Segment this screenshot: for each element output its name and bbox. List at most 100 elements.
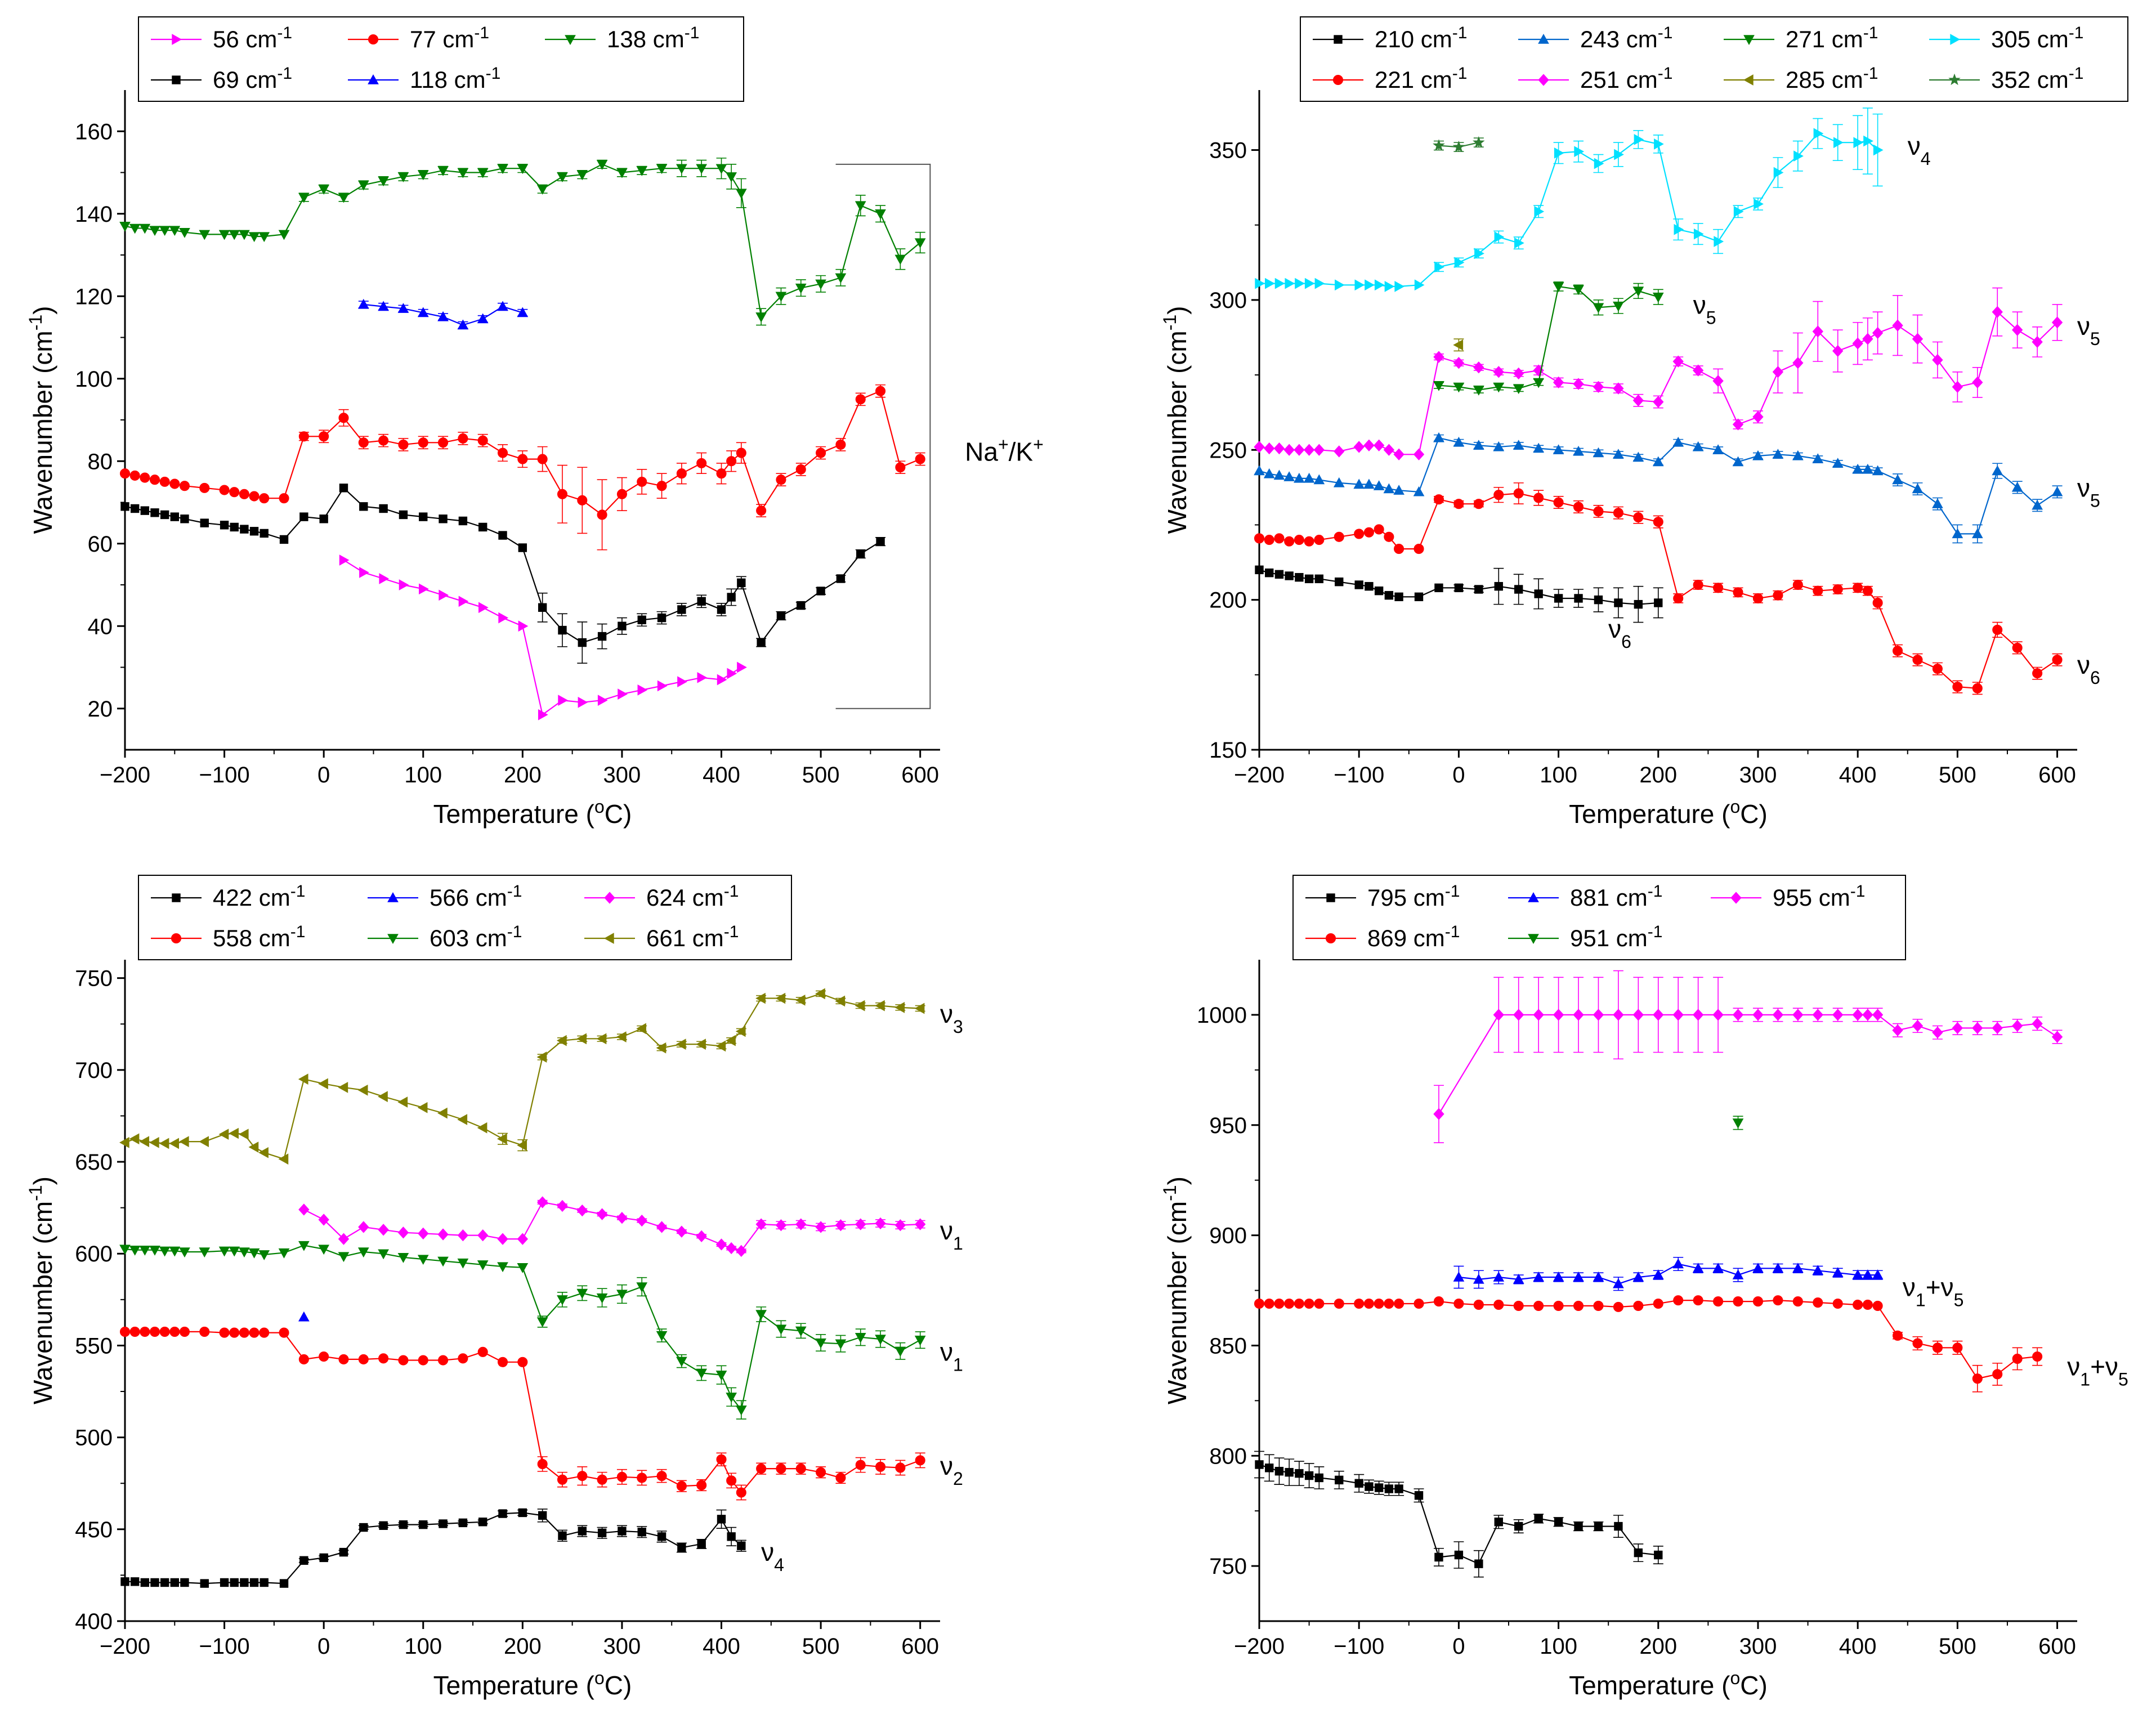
- data-point: [119, 1245, 131, 1255]
- data-point: [915, 454, 925, 464]
- data-point: [1574, 146, 1585, 158]
- data-point: [697, 597, 706, 606]
- data-point: [656, 1221, 668, 1233]
- data-point: [1494, 1518, 1503, 1527]
- legend-label-sup: -1: [277, 24, 292, 42]
- data-point: [417, 307, 429, 317]
- data-point: [596, 1293, 608, 1304]
- x-tick-label: 600: [2038, 1634, 2076, 1659]
- data-point: [179, 481, 190, 491]
- annotation-main: Na: [965, 437, 998, 467]
- data-point: [1892, 1024, 1903, 1036]
- data-point: [1793, 150, 1804, 162]
- annotation-sub-2: 5: [2118, 1370, 2128, 1390]
- data-point: [538, 603, 547, 612]
- data-point: [1354, 580, 1363, 589]
- series-869-cm-1: [1254, 1295, 2043, 1393]
- data-point: [478, 602, 489, 614]
- data-point: [1613, 1009, 1624, 1021]
- data-point: [597, 632, 607, 641]
- series-285-cm-1: [1453, 338, 1464, 352]
- legend-label-sup: -1: [1452, 64, 1468, 83]
- data-point: [357, 298, 369, 309]
- data-point: [1474, 248, 1484, 259]
- data-point: [1852, 1269, 1864, 1279]
- data-point: [169, 1138, 179, 1149]
- data-point: [1533, 1300, 1544, 1311]
- series-271-cm-1: [1433, 281, 1664, 396]
- data-point: [1334, 1298, 1344, 1309]
- data-point: [457, 1114, 468, 1125]
- legend-label-main: 352 cm: [1991, 66, 2069, 93]
- data-point: [149, 1326, 160, 1337]
- data-point: [1693, 1295, 1703, 1306]
- data-point: [1992, 1369, 2003, 1380]
- data-point: [457, 1229, 469, 1242]
- y-tick-label: 400: [75, 1609, 113, 1634]
- data-point: [1354, 529, 1365, 539]
- data-point: [1972, 1022, 1983, 1035]
- data-point: [1453, 1271, 1465, 1282]
- data-point: [656, 1471, 667, 1482]
- legend-marker: [1730, 892, 1742, 904]
- data-point: [2012, 324, 2023, 336]
- data-point: [836, 574, 846, 583]
- data-point: [477, 168, 489, 178]
- legend-marker: [387, 934, 399, 945]
- data-point: [169, 1326, 180, 1337]
- annotation-main: ν: [940, 999, 953, 1028]
- data-point: [259, 1327, 270, 1338]
- data-point: [1513, 1273, 1524, 1284]
- data-point: [1433, 432, 1444, 442]
- data-point: [1672, 355, 1684, 368]
- data-point: [1593, 303, 1604, 314]
- data-point: [1474, 585, 1483, 594]
- data-point: [1513, 1009, 1524, 1021]
- annotation-sub: 1: [953, 1233, 963, 1254]
- bracket: [835, 163, 931, 709]
- data-point: [576, 1288, 588, 1299]
- panel-top-left: −200 −100 0 100 200 300 400 500 600 20 40 60 80 100 12…: [25, 16, 1044, 829]
- data-point: [1912, 1019, 1924, 1032]
- x-axis-title: Temperature (oC): [1569, 796, 1768, 829]
- x-axis-title-main: Temperature (: [433, 1671, 595, 1700]
- data-point: [249, 491, 260, 502]
- data-point: [279, 1327, 289, 1338]
- data-point: [1265, 278, 1275, 289]
- data-point: [1853, 583, 1863, 593]
- data-point: [1554, 147, 1564, 159]
- data-point: [558, 1531, 567, 1540]
- data-point: [2012, 642, 2023, 653]
- data-point: [755, 992, 766, 1004]
- data-point: [1304, 574, 1314, 584]
- data-point: [418, 437, 428, 448]
- data-point: [1652, 456, 1664, 467]
- series-305-cm-1: [1255, 108, 1884, 292]
- data-point: [258, 232, 270, 243]
- data-point: [1393, 485, 1404, 495]
- data-point: [596, 1208, 608, 1220]
- data-point: [1295, 1469, 1304, 1478]
- annotation-main-2: +ν: [1926, 1273, 1954, 1302]
- data-point: [298, 431, 309, 442]
- data-point: [160, 1578, 169, 1587]
- data-point: [2032, 499, 2043, 510]
- data-point: [1334, 531, 1344, 542]
- data-point: [875, 1461, 886, 1472]
- data-point: [1255, 1460, 1264, 1469]
- data-point: [1473, 440, 1484, 450]
- data-point: [696, 1230, 707, 1242]
- y-tick-label: 550: [75, 1333, 113, 1358]
- x-tick-label: 300: [603, 1634, 641, 1659]
- series-138-cm-1: [119, 158, 926, 326]
- data-point: [1872, 465, 1884, 476]
- data-point: [458, 1518, 468, 1528]
- legend-label: 795 cm-1: [1367, 882, 1460, 911]
- data-point: [358, 437, 369, 448]
- legend-label-main: 210 cm: [1375, 26, 1452, 52]
- data-point: [378, 1249, 389, 1260]
- data-point: [618, 621, 627, 630]
- data-point: [1634, 134, 1644, 145]
- legend-label-main: 624 cm: [646, 884, 724, 911]
- data-point: [815, 1221, 826, 1233]
